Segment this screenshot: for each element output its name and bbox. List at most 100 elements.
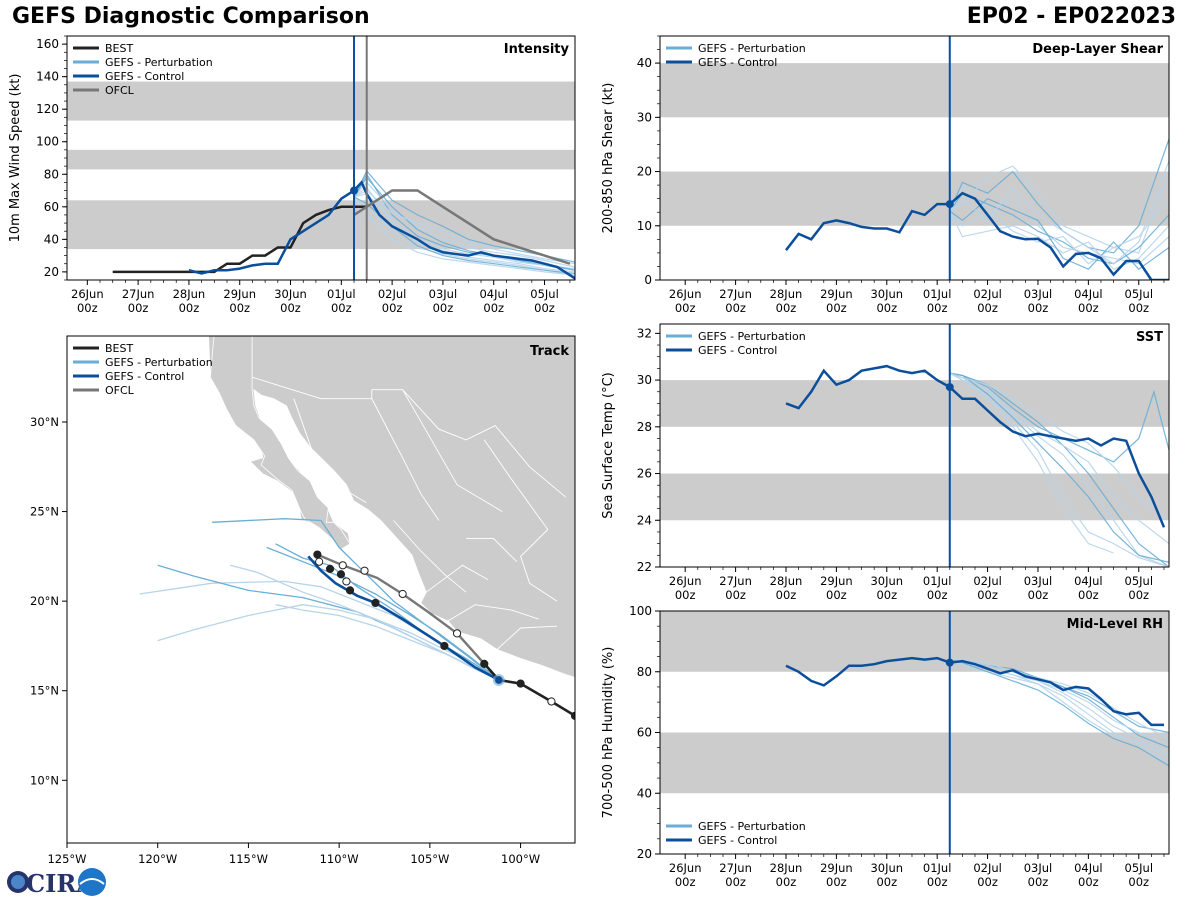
rh-xtick-date-5: 01Jul (923, 861, 952, 875)
track-ytick-label-2: 20°N (30, 594, 59, 608)
best-track-point-4 (480, 659, 489, 668)
rh-xtick-date-8: 04Jul (1074, 861, 1103, 875)
sst-perturbation-line-6 (949, 372, 1169, 563)
intensity-panel: 2040608010012014016026Jun00z27Jun00z28Ju… (8, 35, 576, 315)
intensity-xtick-date-2: 28Jun (173, 287, 206, 301)
intensity-legend-label-0: BEST (105, 42, 133, 55)
intensity-ytick-label-3: 80 (44, 167, 59, 181)
rh-ytick-label-3: 80 (637, 665, 652, 679)
track-legend-label-2: GEFS - Control (105, 370, 184, 383)
intensity-xtick-date-4: 30Jun (274, 287, 307, 301)
sst-perturbation-line-2 (949, 372, 1169, 567)
rh-ylabel: 700-500 hPa Humidity (%) (601, 647, 616, 819)
intensity-init-point (350, 186, 359, 195)
intensity-xtick-date-7: 03Jul (429, 287, 458, 301)
sst-legend-label-1: GEFS - Control (698, 344, 777, 357)
sst-xtick-date-4: 30Jun (870, 574, 903, 588)
intensity-xtick-hour-5: 00z (331, 301, 352, 315)
best-track-point-15 (315, 557, 324, 566)
sst-band-0 (660, 473, 1169, 521)
best-track-point-1 (547, 697, 556, 706)
best-track-point-8 (371, 598, 380, 608)
best-track-point-11 (342, 577, 351, 586)
land-mainland (208, 336, 575, 678)
intensity-perturbation-line-7 (353, 196, 575, 276)
rh-band-0 (660, 732, 1169, 794)
best-track-point-7 (398, 589, 407, 599)
sst-xtick-date-6: 02Jul (973, 574, 1002, 588)
state-border-4 (483, 439, 549, 530)
shear-ylabel: 200-850 hPa Shear (kt) (601, 83, 616, 234)
shear-xtick-hour-1: 00z (725, 301, 746, 315)
track-xtick-label-0: 125°W (47, 852, 86, 866)
sst-ylabel: Sea Surface Temp (°C) (601, 372, 616, 519)
rh-init-point (945, 658, 954, 667)
sst-perturbation-line-0 (949, 372, 1169, 567)
track-xtick-label-3: 110°W (320, 852, 359, 866)
logo-noaa-wave-icon (79, 878, 105, 885)
rh-title: Mid-Level RH (1067, 617, 1163, 632)
intensity-ytick-label-2: 60 (44, 200, 59, 214)
sst-xtick-date-7: 03Jul (1024, 574, 1053, 588)
sst-ytick-label-3: 28 (637, 420, 652, 434)
shear-xtick-date-2: 28Jun (770, 287, 803, 301)
track-xtick-label-5: 100°W (501, 852, 540, 866)
intensity-series-best (112, 205, 367, 274)
state-border-0 (251, 376, 567, 498)
track-legend-label-1: GEFS - Perturbation (105, 356, 213, 369)
sst-ytick-label-0: 22 (637, 560, 652, 574)
rh-perturbation-line-6 (949, 659, 1169, 767)
shear-plot-area (785, 138, 1169, 280)
shear-perturbation-line-7 (949, 160, 1169, 265)
rh-series-gefs-control (785, 656, 1164, 727)
best-track-point-2 (516, 679, 525, 688)
rh-ytick-label-4: 100 (629, 604, 652, 618)
sst-xtick-hour-6: 00z (977, 588, 998, 602)
intensity-xtick-hour-4: 00z (280, 301, 301, 315)
storm-id-title: EP02 - EP022023 (966, 4, 1176, 29)
sst-band-1 (660, 380, 1169, 427)
shear-perturbation-line-4 (949, 210, 1169, 270)
intensity-xtick-hour-7: 00z (433, 301, 454, 315)
sst-xtick-hour-9: 00z (1128, 588, 1149, 602)
page-title: GEFS Diagnostic Comparison (12, 4, 370, 29)
shear-xtick-date-5: 01Jul (923, 287, 952, 301)
intensity-xtick-date-8: 04Jul (479, 287, 508, 301)
track-perturbation-6 (275, 604, 500, 681)
intensity-ytick-label-0: 20 (44, 265, 59, 279)
sst-plot-area (785, 364, 1169, 567)
sst-init-point (945, 383, 954, 392)
intensity-xtick-date-0: 26Jun (71, 287, 104, 301)
shear-legend-label-1: GEFS - Control (698, 56, 777, 69)
rh-xtick-hour-4: 00z (876, 875, 897, 889)
sst-xtick-hour-1: 00z (725, 588, 746, 602)
track-legend-label-3: OFCL (105, 384, 135, 397)
track-title: Track (530, 344, 569, 359)
shear-xtick-hour-4: 00z (876, 301, 897, 315)
sst-perturbation-line-7 (949, 372, 1169, 521)
storm-current-position-core (495, 676, 503, 684)
sst-ytick-label-2: 26 (637, 467, 652, 481)
rh-legend-label-1: GEFS - Control (698, 834, 777, 847)
shear-init-point (945, 200, 954, 209)
shear-xtick-hour-0: 00z (675, 301, 696, 315)
shear-xtick-date-7: 03Jul (1024, 287, 1053, 301)
intensity-perturbation-line-4 (353, 181, 575, 268)
rh-xtick-hour-9: 00z (1128, 875, 1149, 889)
rh-perturbation-line-7 (949, 659, 1169, 740)
sst-panel: 22242628303226Jun00z27Jun00z28Jun00z29Ju… (601, 323, 1170, 602)
shear-xtick-date-4: 30Jun (870, 287, 903, 301)
intensity-xtick-date-9: 05Jul (530, 287, 559, 301)
shear-ytick-label-3: 30 (637, 110, 652, 124)
shear-xtick-date-8: 04Jul (1074, 287, 1103, 301)
state-border-7 (447, 604, 539, 622)
track-xtick-label-4: 105°W (410, 852, 449, 866)
shear-xtick-date-0: 26Jun (669, 287, 702, 301)
best-track-point-0 (570, 711, 575, 720)
intensity-ytick-label-4: 100 (36, 135, 59, 149)
intensity-xtick-date-6: 02Jul (378, 287, 407, 301)
shear-ytick-label-2: 20 (637, 165, 652, 179)
track-ytick-label-4: 30°N (30, 415, 59, 429)
cira-logo: CIRA (7, 868, 106, 898)
sst-title: SST (1136, 330, 1163, 345)
